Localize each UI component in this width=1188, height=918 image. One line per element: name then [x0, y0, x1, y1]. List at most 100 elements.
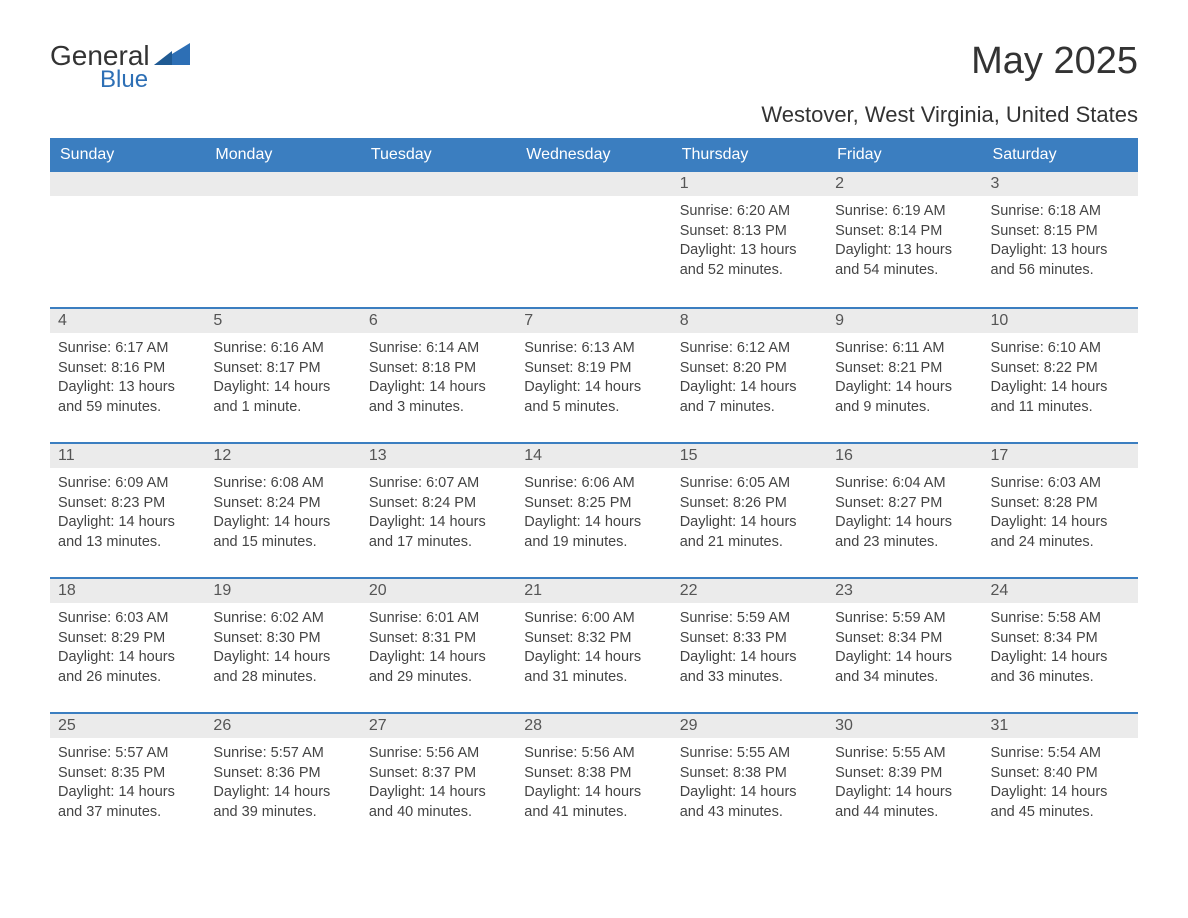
day-content: Sunrise: 6:10 AMSunset: 8:22 PMDaylight:…	[983, 333, 1138, 431]
col-sunday: Sunday	[50, 138, 205, 172]
calendar-day-cell: 26Sunrise: 5:57 AMSunset: 8:36 PMDayligh…	[205, 712, 360, 847]
sunrise-line: Sunrise: 6:19 AM	[835, 202, 974, 222]
page-title: May 2025	[971, 40, 1138, 83]
sunset-line: Sunset: 8:24 PM	[213, 494, 352, 514]
day-content: Sunrise: 5:57 AMSunset: 8:36 PMDaylight:…	[205, 738, 360, 836]
calendar-day-cell: 29Sunrise: 5:55 AMSunset: 8:38 PMDayligh…	[672, 712, 827, 847]
calendar-day-cell: 27Sunrise: 5:56 AMSunset: 8:37 PMDayligh…	[361, 712, 516, 847]
sunset-line: Sunset: 8:20 PM	[680, 359, 819, 379]
sunrise-line: Sunrise: 5:55 AM	[835, 744, 974, 764]
daylight-line: Daylight: 14 hours and 39 minutes.	[213, 783, 352, 822]
calendar-week-row: 18Sunrise: 6:03 AMSunset: 8:29 PMDayligh…	[50, 577, 1138, 712]
calendar-day-cell: 15Sunrise: 6:05 AMSunset: 8:26 PMDayligh…	[672, 442, 827, 577]
sunrise-line: Sunrise: 6:00 AM	[524, 609, 663, 629]
col-monday: Monday	[205, 138, 360, 172]
day-number: 16	[827, 444, 982, 468]
sunset-line: Sunset: 8:33 PM	[680, 629, 819, 649]
day-number: 15	[672, 444, 827, 468]
day-number: 1	[672, 172, 827, 196]
day-content: Sunrise: 5:59 AMSunset: 8:34 PMDaylight:…	[827, 603, 982, 701]
sunrise-line: Sunrise: 6:16 AM	[213, 339, 352, 359]
day-number: 12	[205, 444, 360, 468]
sunrise-line: Sunrise: 5:59 AM	[835, 609, 974, 629]
sunset-line: Sunset: 8:26 PM	[680, 494, 819, 514]
sunset-line: Sunset: 8:30 PM	[213, 629, 352, 649]
col-wednesday: Wednesday	[516, 138, 671, 172]
calendar-day-cell: 22Sunrise: 5:59 AMSunset: 8:33 PMDayligh…	[672, 577, 827, 712]
day-content: Sunrise: 6:05 AMSunset: 8:26 PMDaylight:…	[672, 468, 827, 566]
day-content: Sunrise: 5:56 AMSunset: 8:37 PMDaylight:…	[361, 738, 516, 836]
sunrise-line: Sunrise: 6:14 AM	[369, 339, 508, 359]
daylight-line: Daylight: 14 hours and 29 minutes.	[369, 648, 508, 687]
calendar-day-cell: 2Sunrise: 6:19 AMSunset: 8:14 PMDaylight…	[827, 172, 982, 307]
day-number	[205, 172, 360, 196]
sunrise-line: Sunrise: 5:57 AM	[213, 744, 352, 764]
calendar-table: Sunday Monday Tuesday Wednesday Thursday…	[50, 138, 1138, 847]
calendar-week-row: 11Sunrise: 6:09 AMSunset: 8:23 PMDayligh…	[50, 442, 1138, 577]
daylight-line: Daylight: 14 hours and 41 minutes.	[524, 783, 663, 822]
daylight-line: Daylight: 14 hours and 26 minutes.	[58, 648, 197, 687]
day-number: 17	[983, 444, 1138, 468]
calendar-day-cell: 21Sunrise: 6:00 AMSunset: 8:32 PMDayligh…	[516, 577, 671, 712]
day-content: Sunrise: 6:17 AMSunset: 8:16 PMDaylight:…	[50, 333, 205, 431]
sunset-line: Sunset: 8:18 PM	[369, 359, 508, 379]
day-content: Sunrise: 5:58 AMSunset: 8:34 PMDaylight:…	[983, 603, 1138, 701]
calendar-day-cell	[516, 172, 671, 307]
sunrise-line: Sunrise: 5:54 AM	[991, 744, 1130, 764]
day-number: 21	[516, 579, 671, 603]
calendar-day-cell: 23Sunrise: 5:59 AMSunset: 8:34 PMDayligh…	[827, 577, 982, 712]
sunrise-line: Sunrise: 6:11 AM	[835, 339, 974, 359]
sunrise-line: Sunrise: 5:57 AM	[58, 744, 197, 764]
sunrise-line: Sunrise: 6:05 AM	[680, 474, 819, 494]
sunset-line: Sunset: 8:14 PM	[835, 222, 974, 242]
day-number: 22	[672, 579, 827, 603]
calendar-day-cell	[205, 172, 360, 307]
location-subtitle: Westover, West Virginia, United States	[50, 102, 1138, 128]
daylight-line: Daylight: 13 hours and 52 minutes.	[680, 241, 819, 280]
daylight-line: Daylight: 14 hours and 31 minutes.	[524, 648, 663, 687]
sunrise-line: Sunrise: 6:07 AM	[369, 474, 508, 494]
calendar-body: 1Sunrise: 6:20 AMSunset: 8:13 PMDaylight…	[50, 172, 1138, 847]
calendar-day-cell: 18Sunrise: 6:03 AMSunset: 8:29 PMDayligh…	[50, 577, 205, 712]
calendar-header-row: Sunday Monday Tuesday Wednesday Thursday…	[50, 138, 1138, 172]
calendar-week-row: 4Sunrise: 6:17 AMSunset: 8:16 PMDaylight…	[50, 307, 1138, 442]
calendar-day-cell: 16Sunrise: 6:04 AMSunset: 8:27 PMDayligh…	[827, 442, 982, 577]
day-number: 20	[361, 579, 516, 603]
sunset-line: Sunset: 8:23 PM	[58, 494, 197, 514]
sunset-line: Sunset: 8:38 PM	[524, 764, 663, 784]
sunset-line: Sunset: 8:24 PM	[369, 494, 508, 514]
calendar-week-row: 1Sunrise: 6:20 AMSunset: 8:13 PMDaylight…	[50, 172, 1138, 307]
day-content: Sunrise: 6:08 AMSunset: 8:24 PMDaylight:…	[205, 468, 360, 566]
sunset-line: Sunset: 8:37 PM	[369, 764, 508, 784]
daylight-line: Daylight: 14 hours and 19 minutes.	[524, 513, 663, 552]
day-number: 28	[516, 714, 671, 738]
sunrise-line: Sunrise: 6:18 AM	[991, 202, 1130, 222]
day-number: 6	[361, 309, 516, 333]
sunrise-line: Sunrise: 6:06 AM	[524, 474, 663, 494]
day-content: Sunrise: 6:01 AMSunset: 8:31 PMDaylight:…	[361, 603, 516, 701]
sunrise-line: Sunrise: 6:17 AM	[58, 339, 197, 359]
calendar-day-cell: 30Sunrise: 5:55 AMSunset: 8:39 PMDayligh…	[827, 712, 982, 847]
day-content: Sunrise: 6:11 AMSunset: 8:21 PMDaylight:…	[827, 333, 982, 431]
sunrise-line: Sunrise: 5:56 AM	[524, 744, 663, 764]
sunset-line: Sunset: 8:38 PM	[680, 764, 819, 784]
day-content: Sunrise: 5:57 AMSunset: 8:35 PMDaylight:…	[50, 738, 205, 836]
calendar-day-cell: 14Sunrise: 6:06 AMSunset: 8:25 PMDayligh…	[516, 442, 671, 577]
day-number: 31	[983, 714, 1138, 738]
sunset-line: Sunset: 8:31 PM	[369, 629, 508, 649]
daylight-line: Daylight: 14 hours and 7 minutes.	[680, 378, 819, 417]
sunset-line: Sunset: 8:40 PM	[991, 764, 1130, 784]
day-content: Sunrise: 5:59 AMSunset: 8:33 PMDaylight:…	[672, 603, 827, 701]
daylight-line: Daylight: 14 hours and 9 minutes.	[835, 378, 974, 417]
day-content: Sunrise: 6:18 AMSunset: 8:15 PMDaylight:…	[983, 196, 1138, 294]
day-content: Sunrise: 6:03 AMSunset: 8:29 PMDaylight:…	[50, 603, 205, 701]
daylight-line: Daylight: 14 hours and 34 minutes.	[835, 648, 974, 687]
day-number: 18	[50, 579, 205, 603]
daylight-line: Daylight: 14 hours and 13 minutes.	[58, 513, 197, 552]
day-number: 25	[50, 714, 205, 738]
day-content: Sunrise: 6:04 AMSunset: 8:27 PMDaylight:…	[827, 468, 982, 566]
sunrise-line: Sunrise: 6:03 AM	[58, 609, 197, 629]
header: General Blue May 2025	[50, 40, 1138, 94]
daylight-line: Daylight: 14 hours and 40 minutes.	[369, 783, 508, 822]
sunrise-line: Sunrise: 6:04 AM	[835, 474, 974, 494]
